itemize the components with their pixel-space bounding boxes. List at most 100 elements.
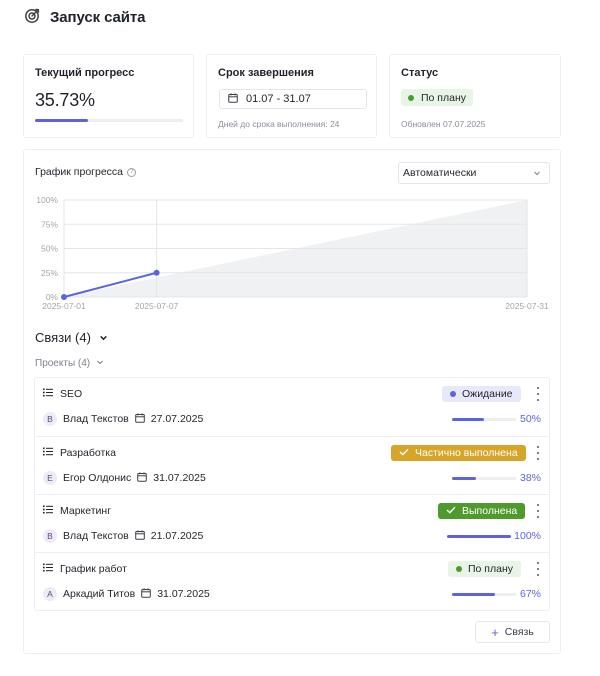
chart-title-text: График прогресса xyxy=(35,166,124,178)
progress-value: 35.73% xyxy=(35,90,95,110)
project-title[interactable]: График работ xyxy=(43,563,127,575)
project-progress-bar xyxy=(447,535,511,538)
more-options-icon[interactable] xyxy=(535,562,541,576)
project-title[interactable]: SEO xyxy=(43,388,82,400)
projects-toggle[interactable]: Проекты (4) xyxy=(35,358,104,369)
project-meta: Е Егор Олдонис 31.07.2025 xyxy=(43,471,206,485)
assignee-name: Влад Текстов xyxy=(63,530,129,542)
calendar-icon xyxy=(137,471,148,485)
more-options-icon[interactable] xyxy=(535,446,541,460)
list-item[interactable]: SEO Ожидание В Влад Текстов 27.07.2025 50% xyxy=(35,378,549,436)
progress-label: Текущий прогресс xyxy=(35,67,135,79)
calendar-icon xyxy=(228,92,238,106)
y-tick-label: 50% xyxy=(41,244,58,254)
status-badge[interactable]: Выполнена xyxy=(438,503,526,519)
project-meta: В Влад Текстов 21.07.2025 xyxy=(43,529,203,543)
chevron-down-icon xyxy=(533,168,541,180)
chart-mode-value: Автоматически xyxy=(403,167,477,179)
x-tick-label: 2025-07-01 xyxy=(42,301,86,311)
project-title[interactable]: Маркетинг xyxy=(43,505,111,517)
x-tick-label: 2025-07-07 xyxy=(135,301,179,311)
project-meta: В Влад Текстов 27.07.2025 xyxy=(43,412,203,426)
project-progress-fill xyxy=(452,593,495,596)
progress-card: Текущий прогресс 35.73% xyxy=(23,54,194,138)
progress-bar xyxy=(35,119,183,122)
status-updated-text: Обновлен 07.07.2025 xyxy=(401,119,486,129)
chevron-down-icon xyxy=(99,330,108,345)
progress-chart: 0% 25% 50% 75% 100% 2025-07-01 2025-07-07 2025-… xyxy=(36,195,549,311)
project-progress-bar xyxy=(452,593,516,596)
page-title: Запуск сайта xyxy=(50,8,146,26)
y-tick-label: 100% xyxy=(36,195,58,205)
add-link-label: Связь xyxy=(504,626,534,638)
list-item[interactable]: Разработка Частично выполнена Е Егор Олдони… xyxy=(35,436,549,494)
links-title: Связи (4) xyxy=(35,330,91,345)
progress-series-line xyxy=(63,271,157,298)
list-icon xyxy=(43,388,53,400)
project-progress-fill xyxy=(452,418,484,421)
project-title[interactable]: Разработка xyxy=(43,447,116,459)
progress-data-point xyxy=(153,269,160,276)
status-label: Статус xyxy=(401,67,439,79)
project-progress-bar xyxy=(452,418,516,421)
help-icon[interactable]: ? xyxy=(127,167,137,177)
status-badge: По плану xyxy=(401,89,474,106)
assignee-name: Егор Олдонис xyxy=(63,472,132,484)
status-dot-icon xyxy=(408,94,414,101)
due-date: 31.07.2025 xyxy=(153,472,206,484)
status-badge-text: По плану xyxy=(468,563,514,575)
progress-bar-fill xyxy=(35,119,88,122)
project-progress-value: 38% xyxy=(519,472,541,484)
project-name: SEO xyxy=(60,388,83,400)
status-badge-text: Ожидание xyxy=(462,388,513,400)
avatar: Е xyxy=(43,471,57,485)
due-date: 21.07.2025 xyxy=(150,530,204,542)
assignee-name: Влад Текстов xyxy=(63,413,129,425)
deadline-label: Срок завершения xyxy=(218,67,314,79)
status-dot-icon xyxy=(456,566,462,572)
projects-list: SEO Ожидание В Влад Текстов 27.07.2025 50% Раз… xyxy=(34,377,550,611)
project-progress-value: 100% xyxy=(514,530,541,542)
status-dot-icon xyxy=(450,391,456,397)
project-progress-fill xyxy=(452,477,477,480)
deadline-card: Срок завершения 01.07 - 31.07 Дней до ср… xyxy=(206,54,377,138)
progress-data-point xyxy=(61,294,67,300)
status-badge[interactable]: Частично выполнена xyxy=(391,445,526,461)
status-badge[interactable]: Ожидание xyxy=(442,386,521,402)
more-options-icon[interactable] xyxy=(535,387,541,401)
status-badge-text: Частично выполнена xyxy=(415,447,518,459)
date-range-value: 01.07 - 31.07 xyxy=(246,93,311,105)
status-badge-text: Выполнена xyxy=(462,505,518,517)
projects-label: Проекты (4) xyxy=(35,358,91,369)
chart-mode-select[interactable]: Автоматически xyxy=(398,162,550,184)
project-progress-value: 67% xyxy=(519,588,541,600)
chart-title: График прогресса ? xyxy=(35,166,137,178)
status-badge[interactable]: По плану xyxy=(448,561,522,577)
target-icon xyxy=(24,8,40,27)
list-icon xyxy=(43,563,53,575)
project-progress-bar xyxy=(452,477,516,480)
calendar-icon xyxy=(141,587,152,601)
list-item[interactable]: График работ По плану А Аркадий Титов 31.07.… xyxy=(35,552,549,610)
calendar-icon xyxy=(134,412,145,426)
add-link-button[interactable]: + Связь xyxy=(475,621,550,643)
more-options-icon[interactable] xyxy=(535,504,541,518)
project-name: Разработка xyxy=(60,447,116,459)
list-item[interactable]: Маркетинг Выполнена В Влад Текстов 21.07.202… xyxy=(35,494,549,552)
check-icon xyxy=(446,505,456,517)
date-range-picker[interactable]: 01.07 - 31.07 xyxy=(219,89,367,109)
list-icon xyxy=(43,447,53,459)
project-progress-value: 50% xyxy=(519,413,541,425)
y-tick-label: 25% xyxy=(41,268,58,278)
y-tick-label: 0% xyxy=(46,292,59,302)
days-left-text: Дней до срока выполнения: 24 xyxy=(218,119,340,129)
project-name: График работ xyxy=(60,563,127,575)
list-icon xyxy=(43,505,53,517)
x-tick-label: 2025-07-31 xyxy=(505,301,549,311)
avatar: А xyxy=(43,587,57,601)
chevron-down-icon xyxy=(96,358,104,369)
y-tick-label: 75% xyxy=(41,219,58,229)
links-section-header[interactable]: Связи (4) xyxy=(35,330,108,345)
plus-icon: + xyxy=(491,624,499,640)
project-progress-fill xyxy=(447,535,511,538)
